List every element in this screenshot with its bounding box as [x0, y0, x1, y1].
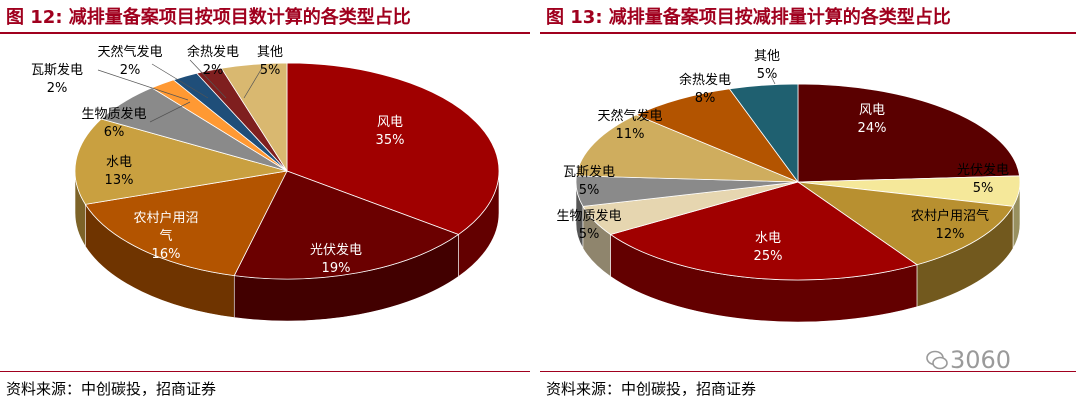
pie-slice: [233, 170, 460, 280]
pie-label: 天然气发电 11%: [597, 108, 662, 142]
title-rule: [540, 32, 1076, 34]
chart-title: 图 12: 减排量备案项目按项目数计算的各类型占比: [6, 7, 411, 28]
pie-slice: [797, 181, 1014, 266]
pie-slice: [728, 83, 799, 184]
pie-label: 农村户用沼气 12%: [911, 208, 989, 242]
wechat-icon: [926, 350, 948, 370]
source-rule: [540, 371, 1076, 372]
pie-slice: [609, 181, 918, 281]
source-note: 资料来源：中创碳投，招商证券: [6, 380, 217, 398]
pie-label: 风电 35%: [376, 115, 405, 148]
pie-side-walls: [575, 181, 1021, 323]
label-leader-line: [243, 67, 263, 99]
title-rule: [0, 32, 530, 34]
pie-label: 余热发电 2%: [187, 44, 239, 78]
pie-slice: [286, 62, 500, 235]
pie-label: 光伏发电 5%: [957, 162, 1009, 196]
pie-label: 其他 5%: [754, 49, 780, 82]
pie-top-faces: [575, 83, 1021, 281]
pie-labels: 风电 24% 光伏发电 5% 农村户用沼气 12% 水电 25% 生物质发电 5% 瓦斯发电 5% 天然…: [556, 49, 1009, 264]
pie-label: 生物质发电 6%: [81, 106, 146, 140]
pie-label: 余热发电 8%: [679, 72, 731, 106]
pie-slice: [797, 83, 1021, 183]
pie-labels: 风电 35% 光伏发电 19% 农村户用沼气 16% 水电 13% 生物质发电 6% 瓦斯发电 2% 天…: [31, 44, 404, 276]
pie-label: 农村户用沼气 16%: [133, 210, 198, 262]
pie-label: 生物质发电 5%: [556, 208, 621, 242]
label-leader-line: [769, 73, 776, 85]
chart-panel-left: 图 12: 减排量备案项目按项目数计算的各类型占比 风电 35% 光伏发电 19% 农村…: [0, 0, 530, 406]
source-rule: [0, 371, 530, 372]
pie-slice: [220, 62, 288, 173]
pie-slice: [575, 114, 799, 183]
pie-label: 天然气发电 2%: [97, 44, 162, 78]
pie-top-faces: [74, 62, 500, 280]
pie-label: 光伏发电 19%: [310, 242, 362, 276]
label-leader-line: [149, 101, 191, 123]
pie-label: 水电 13%: [105, 155, 134, 188]
pie-label: 瓦斯发电 5%: [563, 164, 615, 198]
pie-chart-right: 风电 24% 光伏发电 5% 农村户用沼气 12% 水电 25% 生物质发电 5% 瓦斯发电 5% 天然…: [556, 49, 1021, 323]
pie-label: 瓦斯发电 2%: [31, 62, 83, 96]
pie-chart-left: 风电 35% 光伏发电 19% 农村户用沼气 16% 水电 13% 生物质发电 6% 瓦斯发电 2% 天…: [31, 44, 500, 322]
chart-panel-right: 图 13: 减排量备案项目按减排量计算的各类型占比 风电 24% 光伏发电 5% 农村户…: [540, 0, 1076, 406]
pie-label: 风电 24%: [858, 103, 887, 136]
label-leader-line: [151, 63, 209, 99]
pie-slice: [74, 118, 288, 205]
chart-title: 图 13: 减排量备案项目按减排量计算的各类型占比: [546, 7, 951, 28]
watermark: 3060: [950, 346, 1012, 374]
pie-label: 其他 5%: [257, 45, 283, 78]
label-leader-line: [97, 69, 189, 101]
pie-slice: [635, 88, 800, 183]
label-leader-line: [189, 59, 227, 99]
source-note: 资料来源：中创碳投，招商证券: [546, 380, 757, 398]
pie-slice: [84, 170, 288, 277]
pie-label: 水电 25%: [754, 231, 783, 264]
